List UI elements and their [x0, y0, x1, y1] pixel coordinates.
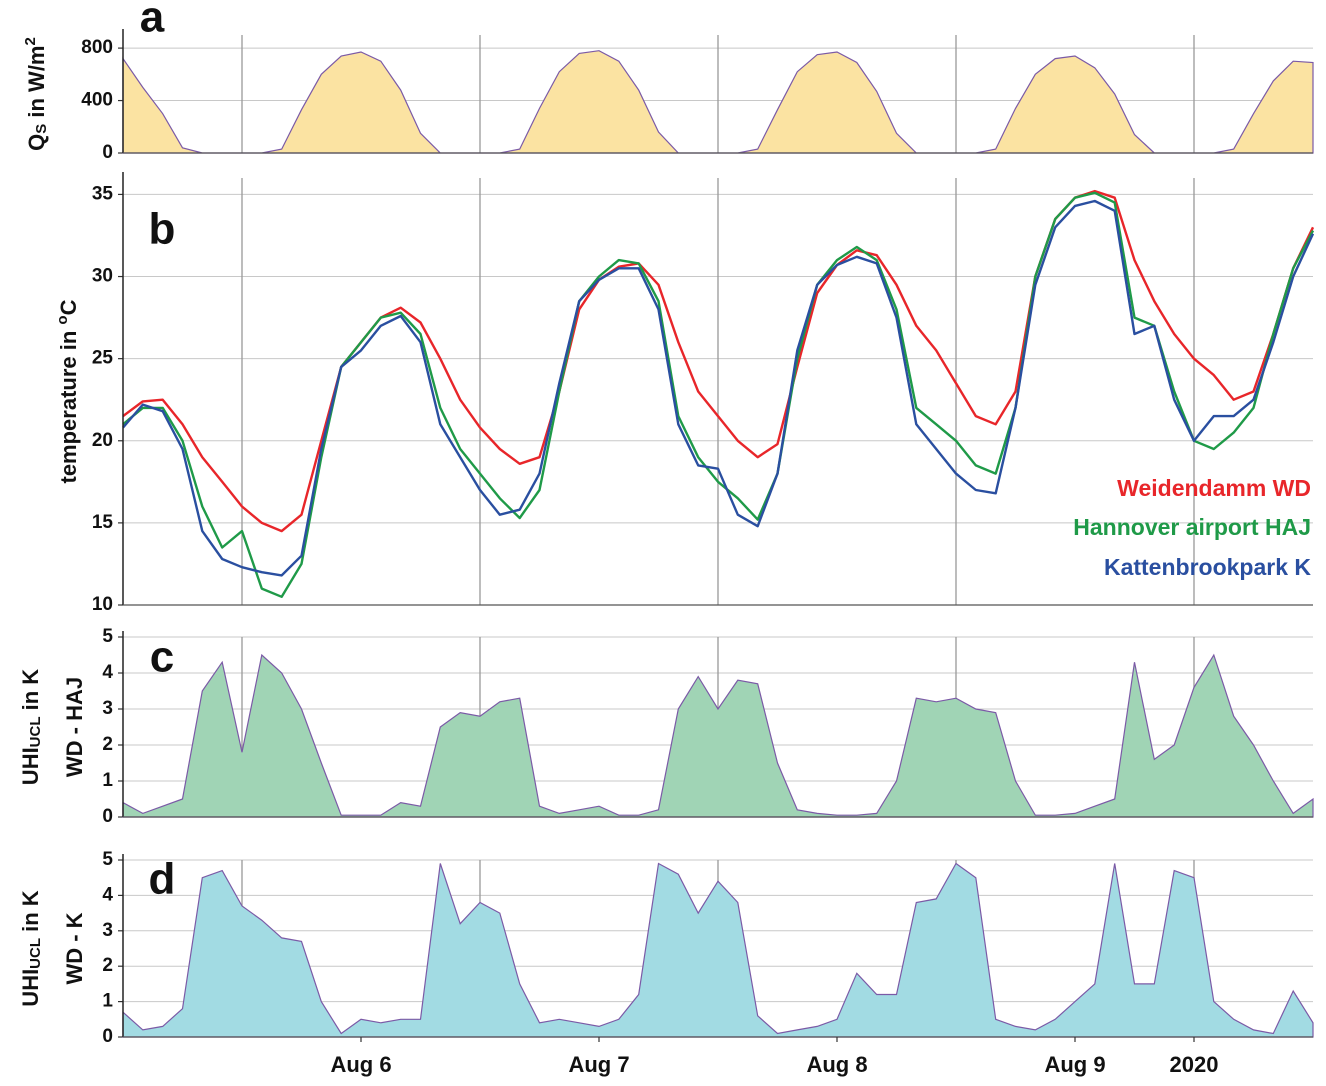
y-axis-label-part: UCL: [27, 716, 44, 747]
y-tick-label: 2: [102, 955, 113, 976]
y-axis-label: temperature in oC: [54, 299, 81, 483]
x-tick-label: 2020: [1170, 1052, 1219, 1077]
area: [122, 653, 1314, 818]
y-axis-label-part: o: [54, 315, 71, 324]
y-tick-label: 20: [92, 430, 113, 451]
y-tick-label: 30: [92, 266, 113, 287]
panel: 0 1 2 3 4 5 c UHIUCL in K WD - HAJ: [18, 626, 1314, 827]
y-axis-label-part: in K: [18, 669, 43, 717]
y-axis-label-part: in K: [18, 890, 43, 938]
y-axis-label-part: UHI: [18, 969, 43, 1007]
panel: 0 400 800 a QS in W/m2: [22, 0, 1314, 163]
panel-label: a: [140, 0, 165, 42]
y-tick-label: 400: [81, 90, 113, 111]
line: [122, 199, 1315, 577]
y-axis-label-part: Q: [24, 134, 49, 151]
panel-label: c: [150, 633, 174, 682]
y-axis-label-part: C: [56, 299, 81, 315]
x-tick-label: Aug 7: [568, 1052, 629, 1077]
y-axis-label: UHIUCL in K: [18, 669, 45, 785]
y-axis-label-part: WD - HAJ: [62, 677, 87, 777]
y-axis-label-part: WD - K: [62, 912, 87, 984]
y-tick-label: 1: [102, 770, 113, 791]
legend-entry: Kattenbrookpark K: [1104, 554, 1311, 580]
panel-label: d: [149, 855, 176, 904]
y-tick-label: 0: [102, 1026, 113, 1047]
legend-entry: Hannover airport HAJ: [1073, 514, 1311, 540]
legend-entry: Weidendamm WD: [1117, 475, 1311, 501]
y-axis-label-part: in W/m: [24, 45, 49, 123]
x-tick-label: Aug 8: [806, 1052, 867, 1077]
y-axis-label-part: temperature in: [56, 325, 81, 484]
y-tick-label: 0: [102, 142, 113, 163]
line: [122, 191, 1315, 598]
x-tick-label: Aug 9: [1044, 1052, 1105, 1077]
y-axis-label-part: 2: [22, 37, 39, 45]
y-tick-label: 2: [102, 734, 113, 755]
line: [122, 189, 1315, 533]
y-tick-label: 3: [102, 920, 113, 941]
y-tick-label: 15: [92, 512, 114, 533]
x-tick-label: Aug 6: [330, 1052, 391, 1077]
area: [122, 862, 1314, 1038]
y-tick-label: 35: [92, 183, 114, 204]
y-axis-label-part: UCL: [27, 938, 44, 969]
y-tick-label: 3: [102, 698, 113, 719]
y-tick-label: 1: [102, 991, 113, 1012]
y-tick-label: 5: [102, 849, 113, 870]
panel: 10 15 20 25 30 35 Weidendamm WD Hannover airpor…: [54, 172, 1315, 615]
y-axis-label: WD - HAJ: [62, 677, 87, 777]
y-tick-label: 5: [102, 626, 113, 647]
y-tick-label: 800: [81, 37, 113, 58]
y-axis-label: QS in W/m2: [22, 37, 50, 151]
y-axis-label-part: S: [33, 124, 50, 134]
y-axis-label-part: UHI: [18, 747, 43, 785]
y-tick-label: 4: [102, 662, 113, 683]
panel: 0 1 2 3 4 5 d UHIUCL in K WD - K Aug 6 Aug 7 Aug 8 A…: [18, 849, 1314, 1077]
y-axis-label: WD - K: [62, 912, 87, 984]
y-axis-label: UHIUCL in K: [18, 890, 45, 1006]
y-tick-label: 0: [102, 806, 113, 827]
y-tick-label: 4: [102, 884, 113, 905]
panel-label: b: [149, 205, 176, 254]
y-tick-label: 25: [92, 348, 114, 369]
y-tick-label: 10: [92, 594, 113, 615]
